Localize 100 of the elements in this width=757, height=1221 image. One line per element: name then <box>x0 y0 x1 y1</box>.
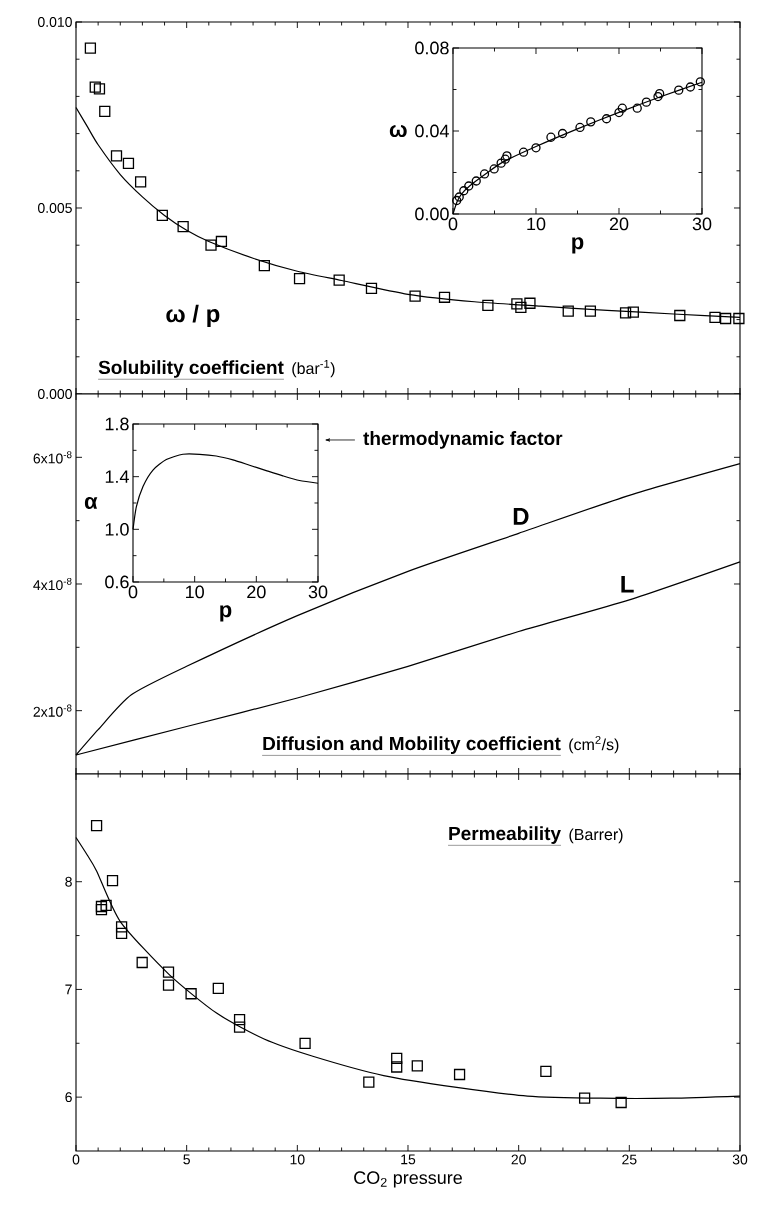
point <box>557 128 568 139</box>
point <box>95 900 108 913</box>
x-axis-title: p <box>572 237 584 254</box>
x-tick-label: 30 <box>308 585 328 599</box>
text: (bar$^{-1}$) <box>292 359 335 378</box>
text: (Barrer) <box>569 828 623 844</box>
point <box>511 298 523 310</box>
point <box>632 103 642 113</box>
annotation: ω / p <box>166 304 220 328</box>
point <box>134 176 147 188</box>
point <box>212 982 224 994</box>
point <box>452 195 462 206</box>
point <box>515 301 527 313</box>
series-label: L <box>621 576 634 593</box>
point <box>578 1092 591 1104</box>
y-tick-label: 6x10$^{-8}$ <box>33 451 72 464</box>
point <box>115 921 128 933</box>
point <box>84 42 97 54</box>
point <box>733 312 745 325</box>
point <box>233 1021 246 1033</box>
point <box>293 273 306 285</box>
point <box>391 1061 403 1073</box>
point <box>100 899 112 912</box>
x-tick-label: 30 <box>732 1154 748 1165</box>
text: Permeability <box>449 826 561 844</box>
y-tick-label: 1.0 <box>105 522 129 536</box>
y-tick-label: 2x10$^{-8}$ <box>33 704 72 717</box>
point <box>177 220 189 233</box>
y-tick-label: 0.010 <box>37 17 72 27</box>
y-tick-label: 0.000 <box>37 389 72 399</box>
point <box>333 274 345 286</box>
y-tick-label: 0.04 <box>415 124 449 138</box>
point <box>136 956 148 969</box>
point <box>641 97 652 107</box>
point <box>674 309 686 322</box>
text: (cm$^{2}$/s) <box>569 735 619 754</box>
point <box>162 966 175 978</box>
point <box>391 1052 403 1065</box>
point <box>205 239 217 251</box>
text: Solubility coefficient <box>98 360 284 378</box>
point <box>258 260 270 272</box>
point <box>90 820 103 832</box>
point <box>709 311 721 324</box>
x-tick-label: 10 <box>527 217 546 231</box>
point <box>586 117 596 127</box>
x-axis-title: p <box>220 605 232 622</box>
point <box>524 297 536 309</box>
y-tick-label: 4x10$^{-8}$ <box>33 577 72 591</box>
point <box>518 147 529 157</box>
annotation: thermodynamic factor <box>363 431 563 449</box>
x-tick-label: 10 <box>290 1154 305 1165</box>
point <box>546 132 556 142</box>
point <box>438 291 451 303</box>
point <box>615 1096 627 1109</box>
y-tick-label: 8 <box>65 876 72 887</box>
point <box>489 164 499 174</box>
x-tick-label: 20 <box>511 1154 526 1165</box>
point <box>110 150 123 162</box>
x-tick-label: 20 <box>247 585 266 599</box>
point <box>619 307 632 319</box>
x-tick-label: 5 <box>183 1154 190 1165</box>
x-tick-label: 0 <box>448 217 458 231</box>
point <box>614 107 624 118</box>
point <box>363 1076 375 1088</box>
point <box>685 82 696 92</box>
x-tick-label: 25 <box>622 1154 637 1165</box>
point <box>471 176 481 186</box>
point <box>411 1060 423 1072</box>
point <box>601 114 612 124</box>
x-tick-label: 0 <box>72 1154 80 1165</box>
point <box>459 186 469 196</box>
point <box>122 157 135 169</box>
x-tick-label: 10 <box>186 585 204 599</box>
y-tick-label: 6 <box>65 1092 72 1103</box>
point <box>115 927 128 940</box>
x-tick-label: 30 <box>692 217 712 231</box>
point <box>106 874 119 887</box>
point <box>215 235 228 248</box>
point <box>299 1037 311 1049</box>
y-axis-title: ω <box>389 124 407 138</box>
point <box>674 85 684 95</box>
point <box>93 83 106 95</box>
point <box>562 305 574 317</box>
y-axis-title: α <box>84 496 98 510</box>
point <box>453 1068 466 1081</box>
point <box>464 181 474 191</box>
y-tick-label: 0.005 <box>37 203 72 213</box>
y-tick-label: 1.8 <box>105 417 129 431</box>
point <box>454 192 464 202</box>
x-tick-label: 20 <box>609 217 629 231</box>
point <box>409 290 421 302</box>
point <box>479 169 490 179</box>
point <box>627 306 639 318</box>
x-tick-label: 0 <box>128 585 138 599</box>
point <box>233 1013 246 1026</box>
y-tick-label: 7 <box>65 984 72 995</box>
point <box>482 299 494 312</box>
point <box>617 103 627 113</box>
point <box>156 209 168 222</box>
x-axis-title: CO$_{2}$ pressure <box>354 1171 462 1188</box>
